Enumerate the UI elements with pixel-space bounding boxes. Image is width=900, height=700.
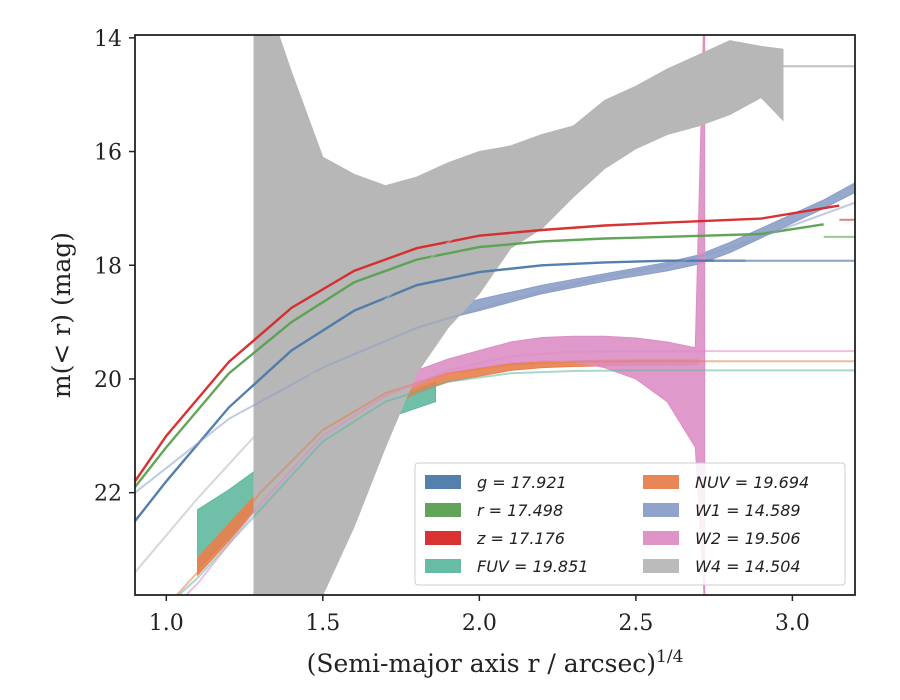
legend-swatch-w4 (643, 559, 679, 573)
legend-frame (414, 462, 846, 586)
x-tick-label: 3.0 (775, 611, 810, 636)
model-curve-nuv (175, 360, 855, 595)
y-tick-label: 20 (94, 368, 122, 393)
y-tick-label: 14 (94, 27, 122, 52)
legend-label-r: r = 17.498 (477, 501, 563, 520)
x-axis-label: (Semi-major axis r / arcsec)1/4 (307, 647, 684, 678)
model-curve-r (135, 223, 824, 488)
model-curve-fuv (177, 369, 855, 595)
legend-swatch-r (425, 503, 461, 517)
y-tick-label: 18 (94, 254, 122, 279)
x-tick-label: 2.0 (462, 611, 497, 636)
legend-label-w2: W2 = 19.506 (695, 529, 801, 548)
model-curve-w4 (135, 65, 855, 573)
model-curve-g (135, 259, 746, 522)
legend-swatch-fuv (425, 559, 461, 573)
y-tick-label: 22 (94, 482, 122, 507)
legend-label-w4: W4 = 14.504 (695, 557, 801, 576)
y-tick-label: 16 (94, 141, 122, 166)
profile-band-w1 (431, 182, 855, 323)
x-tick-label: 1.0 (149, 611, 184, 636)
x-tick-label: 1.5 (305, 611, 340, 636)
legend-label-nuv: NUV = 19.694 (695, 473, 809, 492)
x-tick-label: 2.5 (618, 611, 653, 636)
legend-label-w1: W1 = 14.589 (695, 501, 801, 520)
profile-band-w4 (253, 35, 784, 595)
legend-swatch-w2 (643, 531, 679, 545)
legend-swatch-w1 (643, 503, 679, 517)
legend-swatch-z (425, 531, 461, 545)
model-curve-w2 (184, 350, 855, 595)
legend-swatch-g (425, 475, 461, 489)
plot-frame (134, 34, 856, 596)
legend-label-z: z = 17.176 (476, 529, 565, 548)
legend-label-g: g = 17.921 (477, 473, 567, 492)
legend-swatch-nuv (643, 475, 679, 489)
legend-label-fuv: FUV = 19.851 (477, 557, 588, 576)
legend: g = 17.921 r = 17.498 z = 17.176 FUV = 19.8… (414, 462, 846, 586)
y-axis-label: m(< r) (mag) (47, 232, 76, 398)
model-curve-w1 (135, 201, 855, 494)
